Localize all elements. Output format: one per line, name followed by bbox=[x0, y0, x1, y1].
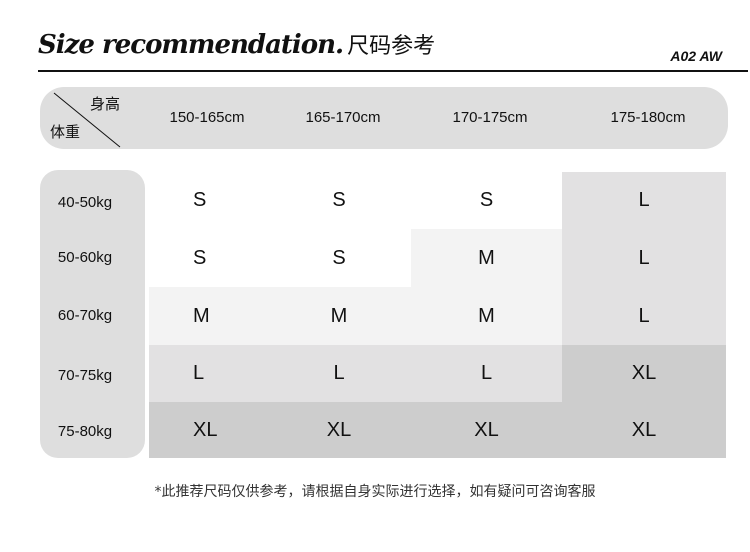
diagonal-line bbox=[53, 92, 121, 148]
size-cell: M bbox=[267, 287, 411, 345]
size-cell: L bbox=[149, 345, 267, 402]
height-column-header: 150-165cm bbox=[169, 109, 245, 126]
size-cell: L bbox=[411, 345, 562, 402]
size-cell: L bbox=[267, 345, 411, 402]
weight-label: 体重 bbox=[50, 123, 81, 141]
size-cell: XL bbox=[411, 402, 562, 458]
size-cell: XL bbox=[562, 402, 726, 458]
height-label: 身高 bbox=[90, 95, 121, 113]
size-cell: L bbox=[562, 229, 726, 287]
size-cell: M bbox=[149, 287, 267, 345]
page-title: Size recommendation. 尺码参考 bbox=[38, 28, 435, 60]
size-cell: XL bbox=[562, 345, 726, 402]
weight-row-header: 40-50kg bbox=[57, 194, 113, 211]
size-cell: M bbox=[411, 287, 562, 345]
size-cell: S bbox=[267, 172, 411, 229]
size-cell: S bbox=[149, 229, 267, 287]
size-cell: S bbox=[267, 229, 411, 287]
size-cell: M bbox=[411, 229, 562, 287]
height-column-header: 170-175cm bbox=[452, 109, 528, 126]
height-column-header: 165-170cm bbox=[305, 109, 381, 126]
weight-row-header: 50-60kg bbox=[57, 249, 113, 266]
corner-cell: 身高 体重 bbox=[40, 87, 130, 149]
size-cell: S bbox=[411, 172, 562, 229]
height-header: 身高 体重 150-165cm 165-170cm 170-175cm 175-180… bbox=[40, 87, 728, 149]
size-cell: S bbox=[149, 172, 267, 229]
disclaimer-note: *此推荐尺码仅供参考，请根据自身实际进行选择，如有疑问可咨询客服 bbox=[154, 484, 596, 500]
height-column-header: 175-180cm bbox=[610, 109, 686, 126]
divider bbox=[38, 70, 748, 72]
title-en: Size recommendation. bbox=[38, 30, 344, 60]
size-cell: XL bbox=[149, 402, 267, 458]
size-cell: L bbox=[562, 287, 726, 345]
size-cell: XL bbox=[267, 402, 411, 458]
product-code: A02 AW bbox=[670, 48, 722, 64]
title-cn: 尺码参考 bbox=[347, 34, 436, 59]
size-cell: L bbox=[562, 172, 726, 229]
weight-row-header: 70-75kg bbox=[57, 367, 113, 384]
weight-column: 40-50kg 50-60kg 60-70kg 70-75kg 75-80kg bbox=[40, 170, 145, 458]
weight-row-header: 75-80kg bbox=[57, 423, 113, 440]
weight-row-header: 60-70kg bbox=[57, 307, 113, 324]
